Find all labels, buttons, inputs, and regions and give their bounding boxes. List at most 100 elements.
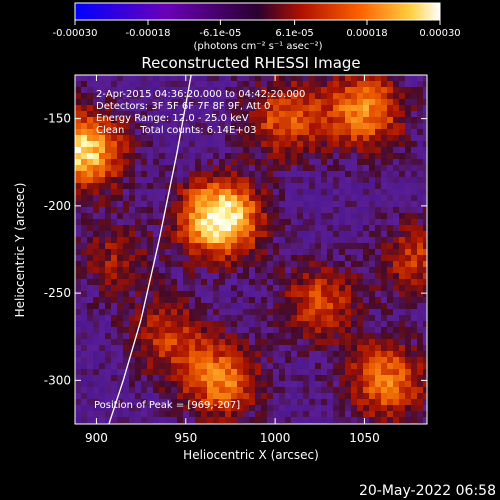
heatmap-cell (327, 219, 333, 225)
heatmap-cell (213, 387, 219, 393)
heatmap-cell (261, 375, 267, 381)
heatmap-cell (363, 297, 369, 303)
heatmap-cell (129, 393, 135, 399)
heatmap-cell (315, 255, 321, 261)
heatmap-cell (153, 189, 159, 195)
heatmap-cell (105, 273, 111, 279)
heatmap-cell (189, 159, 195, 165)
heatmap-cell (339, 237, 345, 243)
heatmap-cell (339, 219, 345, 225)
heatmap-cell (189, 375, 195, 381)
heatmap-cell (411, 387, 417, 393)
heatmap-cell (135, 285, 141, 291)
heatmap-cell (81, 129, 87, 135)
heatmap-cell (297, 195, 303, 201)
heatmap-cell (363, 111, 369, 117)
heatmap-cell (273, 279, 279, 285)
heatmap-cell (123, 375, 129, 381)
heatmap-cell (111, 99, 117, 105)
heatmap-cell (411, 291, 417, 297)
heatmap-cell (141, 345, 147, 351)
heatmap-cell (225, 105, 231, 111)
heatmap-cell (141, 297, 147, 303)
heatmap-cell (303, 315, 309, 321)
heatmap-cell (327, 267, 333, 273)
heatmap-cell (267, 207, 273, 213)
heatmap-cell (351, 399, 357, 405)
heatmap-cell (171, 315, 177, 321)
heatmap-cell (423, 411, 427, 417)
heatmap-cell (207, 405, 213, 411)
heatmap-cell (207, 171, 213, 177)
heatmap-cell (75, 279, 81, 285)
heatmap-cell (225, 297, 231, 303)
heatmap-cell (363, 219, 369, 225)
heatmap-cell (327, 255, 333, 261)
heatmap-cell (153, 123, 159, 129)
heatmap-cell (87, 261, 93, 267)
heatmap-cell (393, 147, 399, 153)
heatmap-cell (309, 303, 315, 309)
heatmap-cell (417, 147, 423, 153)
heatmap-cell (249, 237, 255, 243)
heatmap-cell (345, 75, 351, 81)
heatmap-cell (387, 375, 393, 381)
heatmap-cell (417, 123, 423, 129)
heatmap-cell (291, 381, 297, 387)
heatmap-cell (81, 195, 87, 201)
heatmap-cell (387, 345, 393, 351)
heatmap-cell (411, 261, 417, 267)
heatmap-cell (81, 249, 87, 255)
heatmap-cell (147, 207, 153, 213)
heatmap-cell (135, 381, 141, 387)
heatmap-cell (399, 351, 405, 357)
heatmap-cell (195, 135, 201, 141)
heatmap-cell (279, 153, 285, 159)
heatmap-cell (81, 117, 87, 123)
heatmap-cell (279, 141, 285, 147)
heatmap-cell (171, 225, 177, 231)
heatmap-cell (417, 249, 423, 255)
heatmap-cell (423, 177, 427, 183)
heatmap-cell (135, 111, 141, 117)
heatmap-cell (129, 87, 135, 93)
heatmap-cell (363, 159, 369, 165)
heatmap-cell (279, 309, 285, 315)
heatmap-cell (285, 159, 291, 165)
heatmap-cell (411, 243, 417, 249)
heatmap-cell (183, 291, 189, 297)
heatmap-cell (339, 75, 345, 81)
heatmap-cell (231, 177, 237, 183)
heatmap-cell (171, 345, 177, 351)
heatmap-cell (201, 339, 207, 345)
heatmap-cell (357, 225, 363, 231)
heatmap-cell (339, 345, 345, 351)
heatmap-cell (255, 303, 261, 309)
heatmap-cell (321, 165, 327, 171)
heatmap-cell (237, 129, 243, 135)
heatmap-cell (267, 285, 273, 291)
heatmap-cell (87, 279, 93, 285)
heatmap-cell (285, 87, 291, 93)
heatmap-cell (393, 381, 399, 387)
heatmap-cell (159, 213, 165, 219)
heatmap-cell (243, 231, 249, 237)
heatmap-cell (147, 303, 153, 309)
heatmap-cell (81, 357, 87, 363)
heatmap-cell (363, 267, 369, 273)
heatmap-cell (75, 297, 81, 303)
heatmap-cell (303, 81, 309, 87)
heatmap-cell (423, 369, 427, 375)
heatmap-cell (165, 117, 171, 123)
heatmap-cell (219, 351, 225, 357)
heatmap-cell (303, 195, 309, 201)
heatmap-cell (225, 327, 231, 333)
heatmap-cell (375, 195, 381, 201)
heatmap-cell (297, 171, 303, 177)
heatmap-cell (183, 321, 189, 327)
heatmap-cell (159, 351, 165, 357)
heatmap-cell (93, 369, 99, 375)
heatmap-cell (147, 321, 153, 327)
heatmap-cell (423, 285, 427, 291)
heatmap-cell (129, 183, 135, 189)
